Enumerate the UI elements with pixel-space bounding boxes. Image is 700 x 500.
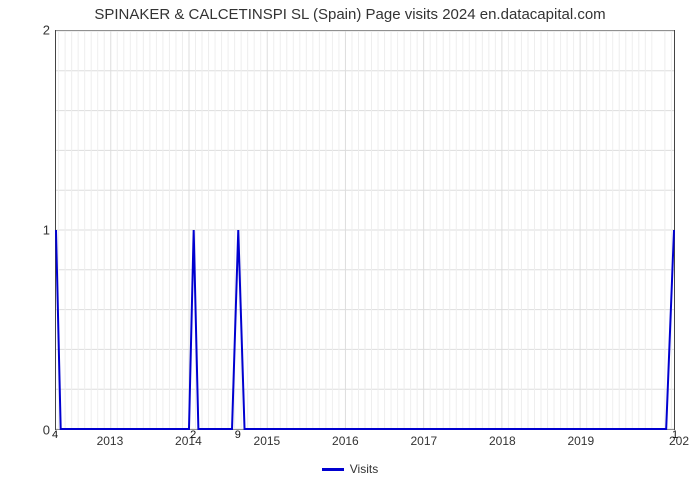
x-tick-label: 2013	[97, 434, 124, 448]
legend: Visits	[0, 462, 700, 476]
x-tick-label: 2016	[332, 434, 359, 448]
x-tick-label: 2017	[411, 434, 438, 448]
data-point-label: 4	[52, 429, 58, 441]
legend-label: Visits	[350, 462, 378, 476]
data-point-label: 9	[235, 429, 241, 441]
y-tick-label: 2	[20, 23, 50, 38]
data-point-label: 2	[190, 429, 196, 441]
plot-area	[55, 30, 675, 430]
data-point-label: 1	[672, 429, 678, 441]
legend-swatch	[322, 468, 344, 471]
y-tick-label: 0	[20, 423, 50, 438]
y-tick-label: 1	[20, 223, 50, 238]
x-tick-label: 2018	[489, 434, 516, 448]
line-series	[56, 31, 674, 429]
chart-container: { "title": "SPINAKER & CALCETINSPI SL (S…	[0, 0, 700, 500]
chart-title: SPINAKER & CALCETINSPI SL (Spain) Page v…	[0, 6, 700, 23]
x-tick-label: 2019	[567, 434, 594, 448]
x-tick-label: 2015	[254, 434, 281, 448]
x-tick-label: 2014	[175, 434, 202, 448]
